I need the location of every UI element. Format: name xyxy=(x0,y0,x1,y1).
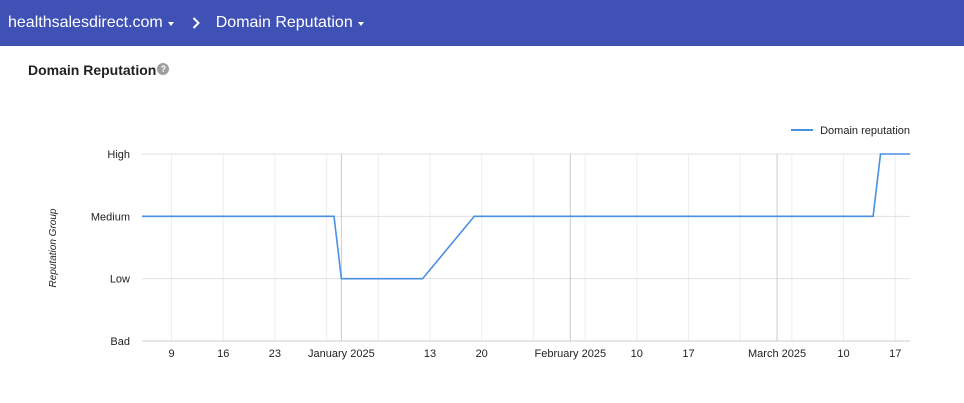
page-title: Domain Reputation xyxy=(28,62,157,78)
domain-label: healthsalesdirect.com xyxy=(8,14,163,31)
y-tick-label: Medium xyxy=(91,211,130,223)
y-tick-label: Bad xyxy=(110,336,130,348)
x-tick-label: 9 xyxy=(168,348,174,360)
y-tick-label: Low xyxy=(110,274,130,286)
x-tick-label: March 2025 xyxy=(748,348,806,360)
x-tick-label: February 2025 xyxy=(535,348,607,360)
help-icon[interactable]: ? xyxy=(157,63,170,75)
y-tick-label: High xyxy=(107,149,130,161)
app-header: healthsalesdirect.com Domain Reputation xyxy=(0,0,964,46)
x-tick-label: 13 xyxy=(424,348,436,360)
section-selector[interactable]: Domain Reputation xyxy=(216,14,364,32)
dropdown-caret-icon xyxy=(357,22,364,26)
x-tick-label: 20 xyxy=(476,348,488,360)
x-tick-label: 10 xyxy=(837,348,849,360)
chevron-right-icon xyxy=(192,17,200,29)
series-line xyxy=(142,153,910,280)
domain-selector[interactable]: healthsalesdirect.com xyxy=(8,14,174,32)
section-label: Domain Reputation xyxy=(215,14,353,31)
x-tick-label: 17 xyxy=(889,348,901,360)
page-title-row: Domain Reputation ? xyxy=(28,62,170,78)
legend-label: Domain reputation xyxy=(820,125,910,137)
y-axis-title: Reputation Group xyxy=(48,208,59,287)
x-tick-label: 23 xyxy=(269,348,281,360)
x-tick-label: 16 xyxy=(217,348,229,360)
x-tick-label: 17 xyxy=(682,348,694,360)
x-tick-label: January 2025 xyxy=(308,348,375,360)
x-tick-label: 10 xyxy=(631,348,643,360)
dropdown-caret-icon xyxy=(167,22,174,26)
